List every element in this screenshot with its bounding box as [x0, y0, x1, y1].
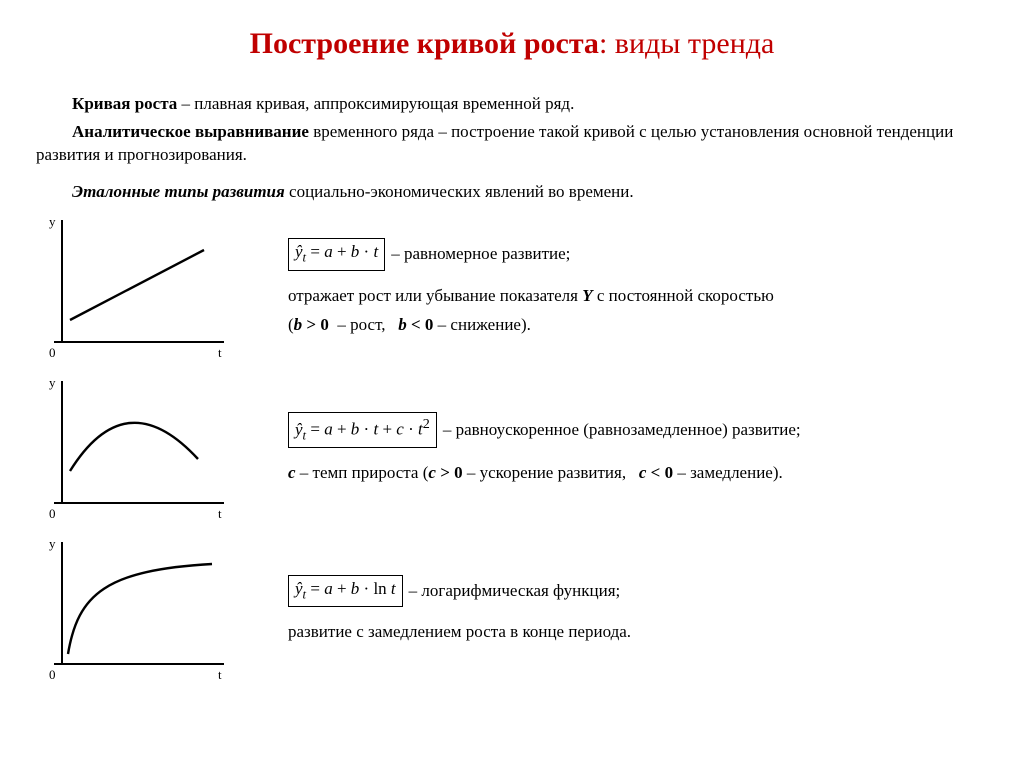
graph-column: y t 0	[36, 212, 246, 369]
trend-chart: y t 0	[36, 373, 236, 523]
svg-text:0: 0	[49, 345, 56, 360]
formula-line: ŷt = a + b · t + c · t2 – равноускоренно…	[288, 412, 988, 448]
intro-line-2: Аналитическое выравнивание временного ря…	[36, 121, 988, 167]
formula-line: ŷt = a + b · t – равномерное развитие;	[288, 238, 988, 271]
intro-line-1: Кривая роста – плавная кривая, аппроксим…	[36, 93, 988, 116]
svg-text:t: t	[218, 345, 222, 360]
formula-tail: – логарифмическая функция;	[409, 580, 621, 603]
subheading: Эталонные типы развития социально-эконом…	[36, 181, 988, 204]
trend-chart: y t 0	[36, 212, 236, 362]
intro-lead-rest: – плавная кривая, аппроксимирующая време…	[177, 94, 574, 113]
description-line: развитие с замедлением роста в конце пер…	[288, 621, 988, 644]
text-column: ŷt = a + b · t – равномерное развитие; от…	[246, 238, 988, 342]
description-line: отражает рост или убывание показателя Y …	[288, 285, 988, 308]
description-line: c – темп прироста (c > 0 – ускорение раз…	[288, 462, 988, 485]
svg-text:0: 0	[49, 667, 56, 682]
trend-row: y t 0 ŷt = a + b · t + c · t2 – равноускоре…	[36, 373, 988, 530]
formula-tail: – равноускоренное (равнозамедленное) раз…	[443, 419, 801, 442]
svg-text:y: y	[49, 375, 56, 390]
description-line: (b > 0 – рост, b < 0 – снижение).	[288, 314, 988, 337]
trend-chart: y t 0	[36, 534, 236, 684]
text-column: ŷt = a + b · ln t – логарифмическая функ…	[246, 575, 988, 651]
subhead-rest: социально-экономических явлений во време…	[285, 182, 634, 201]
sections-container: y t 0 ŷt = a + b · t – равномерное развитие…	[36, 212, 988, 691]
intro-second-bold: Аналитическое выравнивание	[72, 122, 309, 141]
graph-column: y t 0	[36, 373, 246, 530]
title-rest: : виды тренда	[599, 27, 774, 60]
formula-box: ŷt = a + b · ln t	[288, 575, 403, 608]
svg-text:t: t	[218, 506, 222, 521]
trend-curve	[70, 423, 198, 471]
trend-row: y t 0 ŷt = a + b · ln t – логарифмическая ф…	[36, 534, 988, 691]
formula-tail: – равномерное развитие;	[391, 243, 570, 266]
svg-text:y: y	[49, 536, 56, 551]
text-column: ŷt = a + b · t + c · t2 – равноускоренно…	[246, 412, 988, 491]
svg-text:0: 0	[49, 506, 56, 521]
formula-box: ŷt = a + b · t	[288, 238, 385, 271]
formula-line: ŷt = a + b · ln t – логарифмическая функ…	[288, 575, 988, 608]
svg-text:t: t	[218, 667, 222, 682]
trend-curve	[70, 250, 204, 320]
page-title: Построение кривой роста: виды тренда	[36, 24, 988, 65]
title-bold: Построение кривой роста	[250, 27, 599, 60]
page-root: Построение кривой роста: виды тренда Кри…	[0, 0, 1024, 701]
trend-row: y t 0 ŷt = a + b · t – равномерное развитие…	[36, 212, 988, 369]
trend-curve	[68, 564, 212, 654]
intro-lead-bold: Кривая роста	[72, 94, 177, 113]
formula-box: ŷt = a + b · t + c · t2	[288, 412, 437, 448]
svg-text:y: y	[49, 214, 56, 229]
subhead-italic: Эталонные типы развития	[72, 182, 285, 201]
graph-column: y t 0	[36, 534, 246, 691]
